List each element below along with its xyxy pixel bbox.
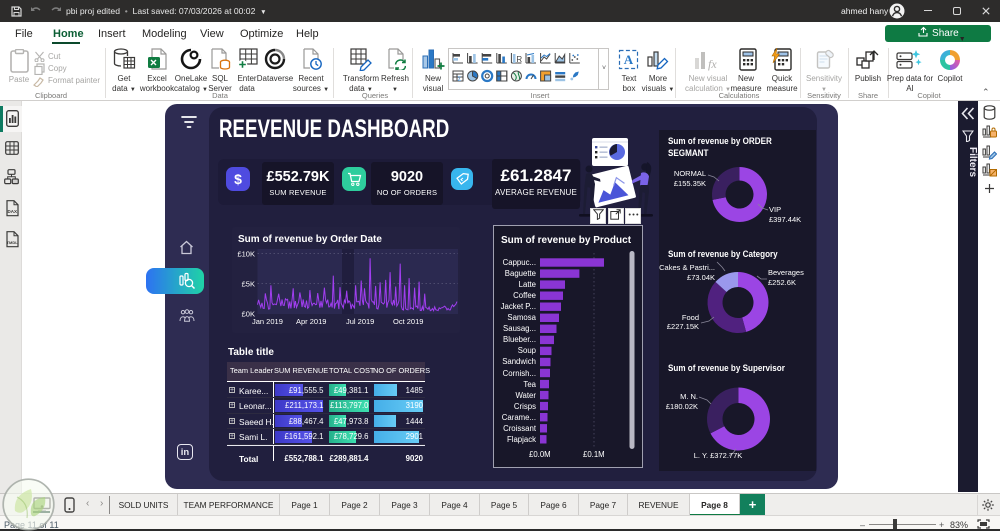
svg-text:R: R [516,55,522,64]
svg-text:TMDL: TMDL [7,240,19,245]
svg-text:DAX: DAX [8,209,18,214]
svg-text:Σ: Σ [458,77,462,83]
svg-text:A: A [624,52,634,67]
svg-text:£0K: £0K [242,310,255,319]
svg-text:fx: fx [708,57,717,71]
svg-text:£5K: £5K [242,280,255,289]
svg-text:£10K: £10K [237,250,255,259]
